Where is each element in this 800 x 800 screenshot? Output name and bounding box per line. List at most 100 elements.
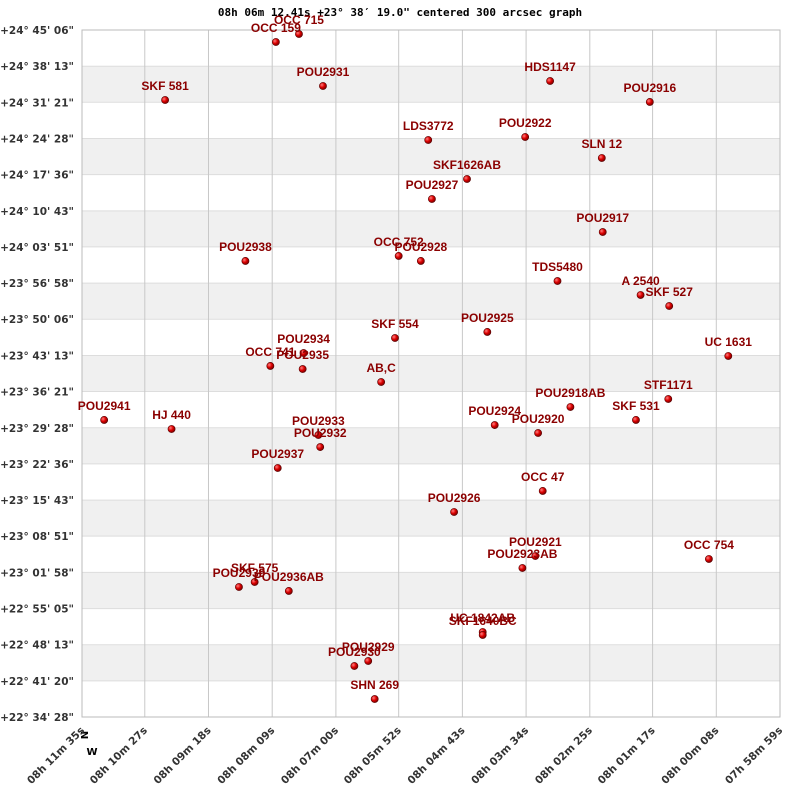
star bbox=[100, 416, 109, 424]
star-label: POU2916 bbox=[623, 81, 676, 95]
star bbox=[161, 96, 169, 104]
band bbox=[82, 66, 780, 103]
band bbox=[82, 427, 780, 464]
star-label: UC 1631 bbox=[705, 335, 753, 349]
star-label: SHN 269 bbox=[350, 678, 399, 692]
plot-border bbox=[81, 29, 781, 718]
star bbox=[705, 555, 713, 563]
star bbox=[534, 429, 543, 437]
star-label: SKF1640BC bbox=[449, 614, 517, 628]
star bbox=[295, 30, 303, 38]
star-label: POU2933 bbox=[292, 414, 345, 428]
star bbox=[250, 578, 259, 586]
y-tick-label: +22° 34' 28" bbox=[0, 712, 74, 724]
star-label: SKF 581 bbox=[141, 79, 189, 93]
star-label: POU2939 bbox=[213, 566, 266, 580]
star-label: POU2927 bbox=[406, 178, 459, 192]
star-label: POU2923AB bbox=[487, 547, 557, 561]
star-label: POU2938 bbox=[219, 240, 272, 254]
band bbox=[82, 500, 780, 537]
star-label: POU2932 bbox=[294, 426, 347, 440]
star bbox=[350, 662, 359, 670]
star-label: POU2922 bbox=[499, 116, 552, 130]
star bbox=[566, 403, 575, 411]
band bbox=[82, 210, 780, 247]
star-label: SKF 527 bbox=[646, 285, 694, 299]
y-tick-label: +24° 45' 06" bbox=[0, 25, 74, 37]
y-tick-label: +23° 56' 58" bbox=[0, 278, 74, 290]
band bbox=[82, 355, 780, 392]
star-label: LDS3772 bbox=[403, 119, 454, 133]
x-tick-label: 08h 07m 00s bbox=[279, 725, 341, 787]
star bbox=[266, 362, 275, 370]
band bbox=[82, 283, 780, 320]
x-tick-label: 08h 08m 09s bbox=[215, 725, 277, 787]
star-label: POU2921 bbox=[509, 535, 562, 549]
star bbox=[235, 583, 243, 591]
star-label: OCC 741 bbox=[245, 345, 295, 359]
star-label: HDS1147 bbox=[524, 60, 576, 74]
y-tick-label: +24° 10' 43" bbox=[0, 206, 74, 218]
star-label: SLN 12 bbox=[581, 137, 622, 151]
star bbox=[377, 378, 386, 386]
star-label: SKF1626AB bbox=[433, 158, 501, 172]
star bbox=[273, 464, 282, 472]
x-tick-label: 08h 02m 25s bbox=[533, 725, 595, 787]
star-label: OCC 754 bbox=[684, 538, 734, 552]
x-tick-label: 08h 03m 34s bbox=[469, 725, 531, 787]
star bbox=[424, 136, 433, 144]
star bbox=[483, 328, 492, 336]
x-tick-label: 08h 09m 18s bbox=[152, 725, 214, 787]
star-label: POU2936AB bbox=[254, 570, 324, 584]
y-tick-label: +23° 01' 58" bbox=[0, 567, 74, 579]
north-label: N bbox=[80, 731, 91, 739]
star-label: POU2935 bbox=[276, 348, 329, 362]
star bbox=[370, 695, 379, 703]
star bbox=[478, 631, 487, 639]
star bbox=[316, 443, 325, 451]
star bbox=[665, 302, 674, 310]
star-label: HJ 440 bbox=[152, 408, 191, 422]
star bbox=[518, 564, 527, 572]
y-tick-label: +23° 08' 51" bbox=[0, 531, 74, 543]
y-tick-label: +23° 22' 36" bbox=[0, 459, 74, 471]
star-label: OCC 159 bbox=[251, 21, 301, 35]
star-label: POU2934 bbox=[277, 332, 330, 346]
star-label: STF1171 bbox=[644, 378, 693, 392]
star-label: POU2929 bbox=[342, 640, 395, 654]
x-tick-label: 08h 11m 35s bbox=[25, 725, 87, 787]
star-label: POU2917 bbox=[576, 211, 629, 225]
star bbox=[167, 425, 176, 433]
star bbox=[450, 508, 458, 516]
star bbox=[428, 195, 436, 203]
band bbox=[82, 644, 780, 681]
star-label: UC 1842AB bbox=[450, 611, 515, 625]
y-tick-label: +23° 43' 13" bbox=[0, 350, 74, 362]
x-tick-label: 08h 01m 17s bbox=[596, 725, 658, 787]
star-label: POU2918AB bbox=[535, 386, 605, 400]
star bbox=[284, 587, 293, 595]
star bbox=[546, 77, 555, 85]
y-tick-label: +23° 50' 06" bbox=[0, 314, 74, 326]
star bbox=[364, 657, 373, 665]
star bbox=[521, 133, 530, 141]
star bbox=[319, 82, 327, 90]
star-label: POU2925 bbox=[461, 311, 514, 325]
star bbox=[632, 416, 640, 424]
star bbox=[299, 349, 308, 357]
star bbox=[598, 228, 607, 236]
y-tick-label: +22° 55' 05" bbox=[0, 604, 74, 616]
y-tick-label: +22° 41' 20" bbox=[0, 676, 74, 688]
star bbox=[553, 277, 562, 285]
y-tick-label: +24° 17' 36" bbox=[0, 170, 74, 182]
x-tick-label: 08h 00m 08s bbox=[659, 725, 721, 787]
star-label: OCC 715 bbox=[274, 13, 324, 27]
y-tick-label: +24° 03' 51" bbox=[0, 242, 74, 254]
star-label: A 2540 bbox=[621, 274, 660, 288]
star bbox=[241, 257, 250, 265]
star bbox=[391, 334, 399, 342]
star bbox=[664, 395, 673, 403]
star-label: POU2928 bbox=[394, 240, 447, 254]
star-label: POU2926 bbox=[428, 491, 481, 505]
